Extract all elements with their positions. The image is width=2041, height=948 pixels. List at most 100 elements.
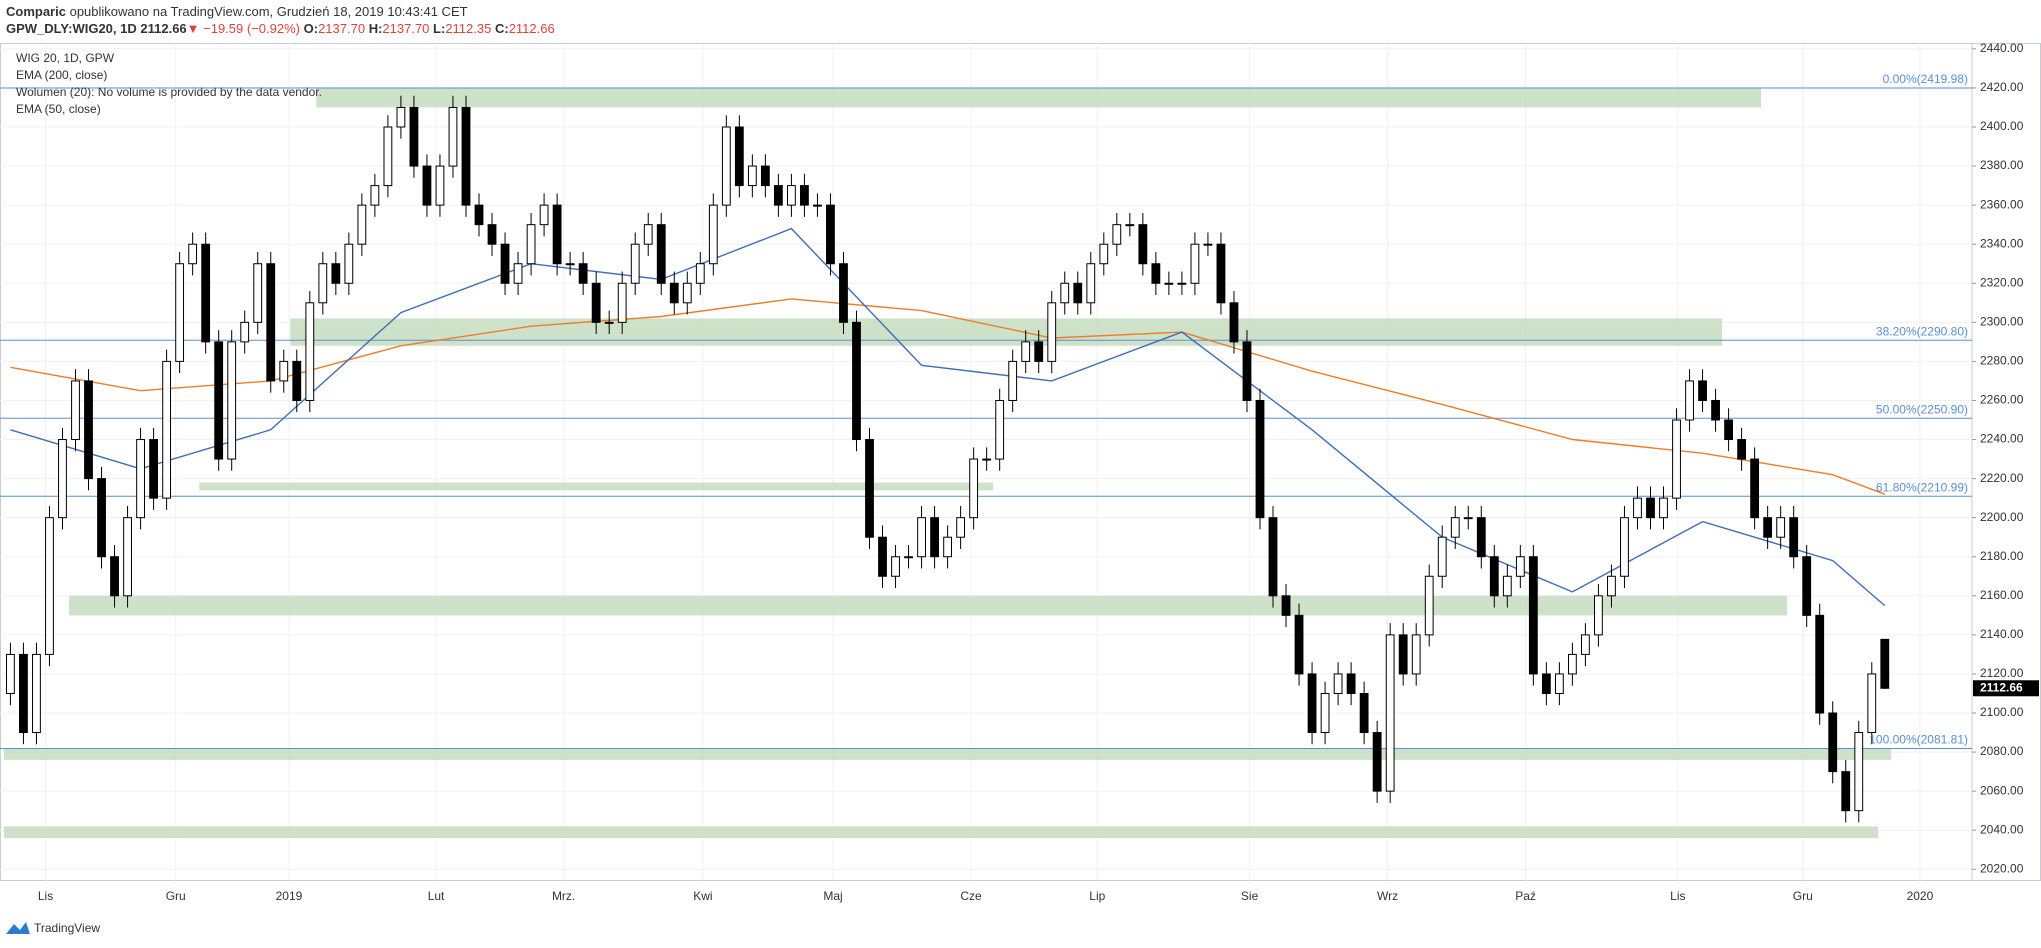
candle-body [1372, 732, 1382, 792]
footer-brand: TradingView [34, 921, 100, 935]
candle-body [1307, 673, 1317, 734]
x-tick-label: Maj [823, 889, 842, 903]
candle-body [357, 204, 367, 245]
y-tick-label: 2300.00 [1980, 315, 2024, 329]
y-tick-label: 2420.00 [1980, 80, 2024, 94]
y-tick-label: 2020.00 [1980, 861, 2024, 875]
candle-body [800, 185, 809, 206]
candle-body [1151, 263, 1161, 284]
candle-body [1633, 497, 1642, 519]
candle-body [461, 106, 471, 206]
logo [6, 922, 30, 934]
candle-body [695, 263, 705, 284]
candle-body [370, 185, 380, 206]
candle-body [1659, 497, 1668, 519]
candle-body [917, 517, 926, 558]
candle-body [1841, 771, 1851, 812]
candle-body [1607, 575, 1616, 597]
candle-body [396, 106, 406, 128]
candle-body [1867, 673, 1877, 734]
candle-body [1073, 282, 1083, 304]
candle-body [123, 517, 132, 597]
candle-body [1229, 302, 1239, 343]
candle-body [240, 321, 250, 343]
candle-body [1698, 380, 1707, 401]
candle-body [1112, 224, 1122, 245]
candle-body [852, 321, 861, 441]
candle-body [1685, 380, 1694, 421]
candle-body [1724, 419, 1733, 441]
x-tick-label: Wrz [1377, 889, 1398, 903]
last-price-tag [1973, 680, 2039, 697]
candle-body [318, 263, 328, 304]
candle-body [604, 321, 614, 324]
candle-body [956, 517, 966, 538]
candle-body [1281, 595, 1291, 616]
candle-body [1672, 419, 1681, 499]
candle-body [1620, 517, 1629, 577]
candle-body [71, 380, 80, 441]
candle-body [1763, 517, 1773, 538]
candle-body [110, 556, 119, 597]
candle-body [826, 204, 835, 265]
candle-body [58, 439, 67, 519]
published: opublikowano na TradingView.com, Grudzie… [70, 4, 468, 19]
x-tick-label: Mrz. [552, 889, 575, 903]
candle-body [721, 126, 731, 206]
candle-body [383, 126, 393, 187]
candle-body [669, 282, 679, 304]
candle-body [1203, 243, 1213, 246]
candle-body [448, 106, 458, 167]
candle-body [1541, 673, 1551, 694]
quote-line: GPW_DLY:WIG20, 1D 2112.66▼ −19.59 (−0.92… [6, 21, 555, 36]
candle-body [1268, 517, 1278, 597]
y-tick-label: 2360.00 [1980, 197, 2024, 211]
candle-body [1502, 575, 1512, 597]
ema-line [10, 227, 1886, 607]
candle-body [1294, 614, 1304, 675]
candle-body [539, 204, 549, 226]
candle-body [409, 106, 419, 167]
candle-body [513, 263, 523, 284]
support-zone [3, 748, 1892, 760]
support-zone [68, 595, 1788, 616]
candle-body [682, 282, 692, 304]
candle-body [1125, 224, 1135, 227]
fib-label: 38.20%(2290.80) [1876, 324, 1968, 338]
x-tick-label: Lis [38, 889, 53, 903]
y-tick-label: 2100.00 [1980, 705, 2024, 719]
fib-label: 0.00%(2419.98) [1883, 72, 1968, 86]
candle-body [708, 204, 718, 265]
candle-body [1424, 575, 1434, 636]
l-value: 2112.35 [445, 21, 491, 36]
candle-body [305, 302, 315, 401]
candle-body [904, 556, 913, 559]
candle-body [1346, 673, 1356, 694]
x-tick-label: 2020 [1907, 889, 1934, 903]
last-price-label: 2112.66 [1980, 680, 2023, 694]
candle-body [1164, 282, 1174, 285]
legend-item: WIG 20, 1D, GPW [16, 51, 115, 65]
x-tick-label: Cze [960, 889, 982, 903]
candle-body [1750, 458, 1760, 519]
candle-body [1476, 517, 1486, 558]
candle-body [344, 243, 354, 284]
candle-body [1815, 614, 1825, 714]
candle-body [982, 458, 992, 461]
candle-body [1255, 399, 1265, 519]
candle-body [1177, 282, 1187, 285]
fib-label: 50.00%(2250.90) [1876, 402, 1968, 416]
y-tick-label: 2260.00 [1980, 393, 2024, 407]
fib-label: 100.00%(2081.81) [1869, 733, 1968, 747]
candle-body [1411, 634, 1421, 675]
candle-body [865, 439, 874, 538]
y-tick-label: 2320.00 [1980, 275, 2024, 289]
candle-body [474, 204, 484, 226]
y-tick-label: 2180.00 [1980, 549, 2024, 563]
candle-body [227, 341, 237, 460]
candle-body [734, 126, 744, 187]
candle-body [930, 517, 939, 558]
candle-body [1646, 497, 1655, 519]
candle-body [1711, 399, 1720, 421]
